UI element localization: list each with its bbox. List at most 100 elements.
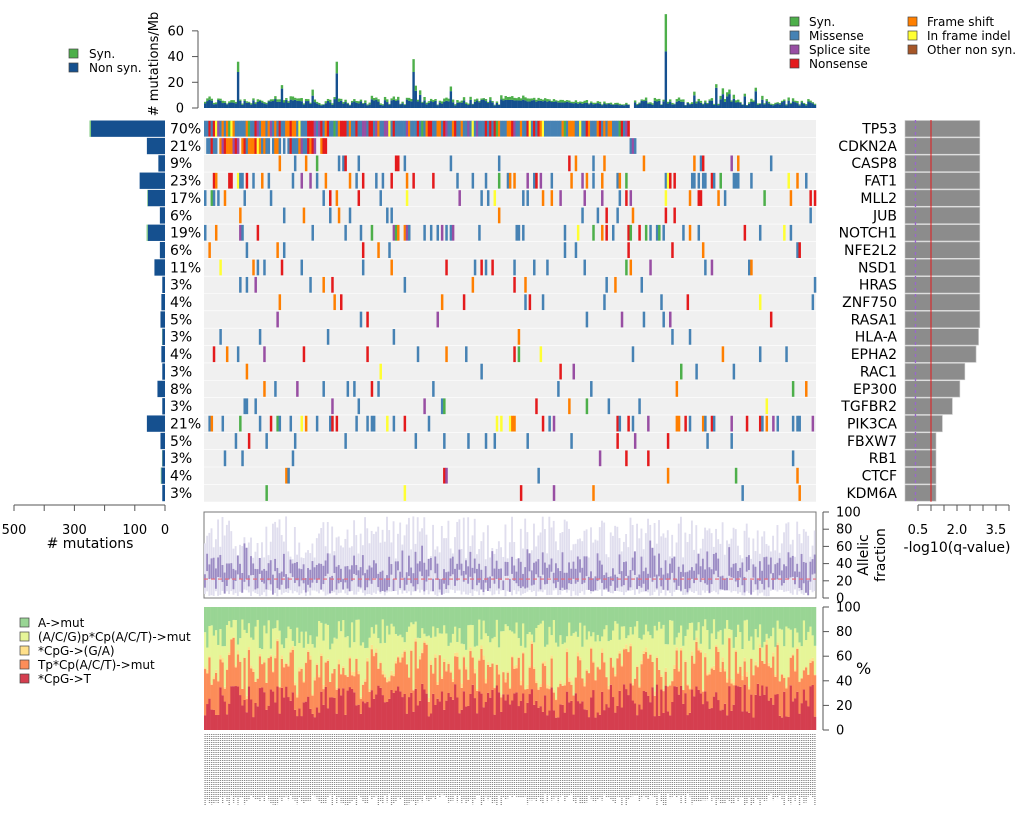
ctx-bar-cpg-t — [546, 715, 549, 730]
ctx-bar-acg — [502, 631, 505, 672]
rate-bar-nonsyn — [596, 103, 600, 108]
ctx-bar-cpg-ga — [680, 647, 683, 651]
ctx-bar-tpc — [583, 686, 586, 710]
mutation-cell-tp53 — [204, 120, 207, 137]
mutation-cell-rac1 — [680, 363, 683, 380]
rate-bar-syn — [541, 99, 545, 102]
mutation-cell-tp53 — [408, 120, 411, 137]
af-iqr-bar — [361, 555, 364, 576]
rate-bar-nonsyn — [708, 100, 711, 108]
ctx-bar-acg — [425, 636, 428, 644]
ctx-bar-a-mut — [633, 607, 637, 627]
ctx-bar-cpg-ga — [465, 666, 468, 670]
mutation-cell-hras — [513, 276, 516, 293]
rate-bar-nonsyn — [785, 105, 788, 108]
mutation-cell-mll2 — [493, 190, 497, 206]
ctx-bar-cpg-ga — [432, 672, 435, 674]
mutation-cell-tp53 — [482, 120, 486, 137]
af-range-bar — [565, 521, 568, 593]
rate-bar-syn — [756, 103, 760, 105]
rate-bar-nonsyn — [522, 99, 525, 108]
ctx-bar-cpg-ga — [607, 685, 611, 690]
ctx-bar-tpc — [497, 674, 501, 693]
ctx-bar-a-mut — [522, 607, 525, 624]
ctx-bar-cpg-ga — [425, 643, 428, 645]
rate-bar-syn — [697, 98, 700, 102]
mutation-cell-epha2 — [236, 346, 240, 363]
mutation-cell-tp53 — [304, 120, 308, 137]
ctx-bar-acg — [340, 631, 343, 674]
ctx-bar-acg — [445, 633, 448, 670]
rate-bar-syn — [658, 98, 661, 101]
af-range-bar — [276, 527, 279, 597]
mutation-cell-hla-a — [688, 329, 692, 345]
ctx-bar-a-mut — [530, 607, 534, 635]
rate-bar-nonsyn — [429, 101, 433, 108]
ctx-bar-cpg-t — [583, 709, 586, 730]
af-range-bar — [392, 521, 395, 592]
af-range-bar — [544, 529, 546, 590]
mutation-cell-tp53 — [359, 120, 363, 137]
af-y-axis-label: Allelic — [856, 534, 872, 575]
ctx-bar-tpc — [675, 650, 679, 687]
mutation-cell-cdkn2a — [324, 138, 328, 154]
ctx-bar-acg — [732, 647, 736, 683]
rate-bar-nonsyn — [383, 100, 387, 108]
mutation-cell-rac1 — [559, 363, 562, 380]
rate-bar-syn — [690, 102, 694, 105]
mutation-cell-tp53 — [291, 120, 295, 137]
ctx-bar-a-mut — [515, 607, 518, 623]
rate-bar-syn — [723, 99, 727, 102]
ctx-bar-cpg-t — [460, 709, 464, 730]
ctx-bar-cpg-ga — [629, 643, 632, 647]
ctx-bar-cpg-ga — [293, 682, 297, 686]
mutation-cell-nfe2l2 — [563, 242, 567, 258]
ctx-bar-a-mut — [484, 607, 488, 634]
mutation-cell-tgfbr2 — [568, 398, 571, 415]
af-iqr-bar — [482, 580, 485, 593]
ctx-bar-cpg-t — [408, 697, 411, 730]
legend-swatch — [789, 58, 800, 69]
mutation-cell-mll2 — [699, 190, 703, 206]
ctx-y-tick-label: 20 — [836, 699, 853, 714]
ctx-bar-tpc — [278, 687, 282, 714]
rate-bar-syn — [625, 102, 628, 105]
ctx-bar-acg — [809, 626, 812, 660]
af-iqr-bar — [813, 554, 816, 574]
rate-bar-syn — [785, 104, 788, 106]
ctx-bar-acg — [388, 634, 391, 678]
ctx-bar-cpg-t — [405, 713, 409, 730]
rate-bar-syn — [655, 99, 659, 102]
mutation-cell-mll2 — [625, 190, 628, 206]
mutation-cell-hras — [813, 276, 817, 293]
ctx-bar-a-mut — [629, 607, 632, 627]
af-range-bar — [486, 525, 489, 591]
mutation-cell-znf750 — [603, 294, 606, 311]
ctx-bar-a-mut — [783, 607, 786, 647]
mutation-cell-tp53 — [206, 120, 209, 137]
ctx-bar-cpg-ga — [482, 655, 486, 660]
rate-bar-nonsyn — [403, 105, 407, 108]
ctx-bar-tpc — [719, 671, 722, 711]
ctx-bar-cpg-ga — [743, 657, 747, 662]
rate-bar-syn — [366, 104, 369, 106]
ctx-bar-acg — [813, 645, 817, 675]
af-range-bar — [737, 545, 739, 594]
ctx-bar-a-mut — [476, 607, 479, 646]
mutation-cell-cdkn2a — [320, 138, 323, 154]
rate-bar-nonsyn — [370, 99, 374, 108]
q-value-bar — [904, 432, 937, 450]
rate-bar-syn — [320, 104, 323, 106]
ctx-bar-a-mut — [721, 607, 725, 645]
ctx-bar-acg — [392, 626, 396, 674]
af-iqr-bar — [734, 563, 737, 582]
ctx-bar-acg — [675, 637, 679, 648]
af-iqr-bar — [440, 579, 443, 595]
percent-label: 5% — [170, 434, 192, 450]
ctx-bar-cpg-ga — [625, 644, 628, 650]
mutation-cell-ep300 — [353, 381, 356, 397]
ctx-bar-cpg-t — [418, 700, 422, 730]
ctx-bar-a-mut — [263, 607, 266, 626]
mutation-cell-kdm6a — [265, 485, 268, 501]
ctx-bar-cpg-t — [693, 696, 696, 730]
